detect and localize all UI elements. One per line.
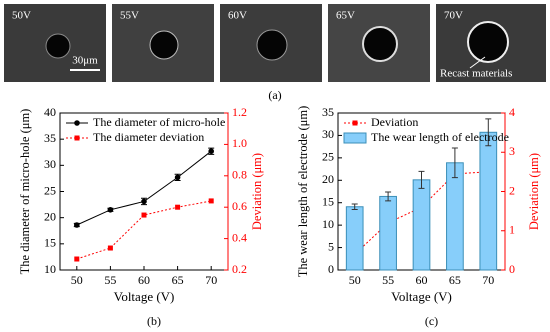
error-bar	[451, 147, 458, 179]
x-tick-label: 60	[416, 273, 428, 287]
bar	[379, 195, 397, 271]
y2-tick-label: 1	[509, 223, 515, 237]
hole	[467, 21, 509, 63]
x-tick-label: 50	[349, 273, 361, 287]
error-bar	[485, 118, 492, 147]
legend-marker	[352, 120, 358, 126]
y2-tick-label: 0.4	[232, 230, 247, 244]
image-label: 50V	[12, 10, 31, 22]
x-tick-label: 50	[71, 273, 83, 287]
hole	[149, 30, 179, 60]
error-bar	[73, 222, 80, 228]
x-axis-title: Voltage (V)	[391, 289, 452, 304]
legend-label: The diameter of micro-hole	[93, 115, 225, 129]
y-tick-label: 40	[44, 105, 56, 119]
image-label: 65V	[336, 10, 355, 22]
scale-bar-label: 30μm	[72, 55, 98, 67]
y-tick-label: 5	[328, 239, 334, 253]
x-tick-label: 55	[104, 273, 116, 287]
bar	[412, 179, 431, 271]
bar	[479, 131, 498, 271]
x-tick-label: 60	[138, 273, 150, 287]
legend-label: The wear length of electrode	[371, 130, 509, 144]
marker	[175, 204, 181, 210]
y-tick-label: 10	[44, 262, 56, 276]
y-axis-title: The wear length of electrode (μm)	[296, 106, 310, 278]
annotation-arrow	[469, 56, 486, 69]
bar	[446, 162, 464, 271]
y2-tick-label: 3	[509, 144, 515, 158]
legend-label: The diameter deviation	[93, 130, 204, 144]
annotation: Recast materials	[440, 68, 512, 80]
error-bar	[385, 191, 392, 202]
hole	[362, 26, 398, 62]
y-tick-label: 30	[44, 157, 56, 171]
y2-tick-label: 1.2	[232, 105, 247, 119]
x-tick-label: 70	[205, 273, 217, 287]
error-bar	[418, 170, 425, 189]
y-tick-label: 25	[44, 183, 56, 197]
x-tick-label: 65	[172, 273, 184, 287]
caption: (c)	[425, 314, 438, 328]
legend-marker	[74, 120, 80, 126]
y-tick-label: 10	[322, 217, 334, 231]
y2-tick-label: 1.0	[232, 136, 247, 150]
y-tick-label: 0	[328, 262, 334, 276]
y-tick-label: 35	[322, 105, 334, 119]
legend-marker	[74, 135, 80, 141]
y2-tick-label: 0	[509, 262, 515, 276]
line	[76, 200, 212, 260]
y2-tick-label: 2	[509, 183, 515, 197]
image-label: 55V	[120, 10, 139, 22]
error-bar	[174, 173, 181, 182]
marker	[107, 245, 113, 251]
x-tick-label: 65	[449, 273, 461, 287]
y-tick-label: 30	[322, 127, 334, 141]
y2-axis-title: Deviation (μm)	[527, 153, 541, 230]
y2-axis-title: Deviation (μm)	[250, 153, 264, 230]
y-tick-label: 15	[44, 236, 56, 250]
caption: (a)	[268, 88, 281, 102]
legend-swatch	[343, 132, 367, 144]
y-tick-label: 20	[322, 172, 334, 186]
y-tick-label: 20	[44, 209, 56, 223]
x-tick-label: 55	[382, 273, 394, 287]
y-tick-label: 35	[44, 131, 56, 145]
bar	[345, 206, 364, 271]
y2-tick-label: 4	[509, 105, 515, 119]
marker	[141, 212, 147, 218]
y2-tick-label: 0.2	[232, 262, 247, 276]
sem-panel: 50V 55V 60V 65V 70V 30μm Recast material…	[4, 4, 546, 102]
y2-tick-label: 0.6	[232, 199, 247, 213]
hole	[256, 29, 288, 61]
legend-label: Deviation	[371, 115, 418, 129]
caption: (b)	[147, 314, 161, 328]
y-axis-title: The diameter of micro-hole (μm)	[18, 109, 32, 275]
marker	[208, 198, 214, 204]
error-bar	[107, 207, 114, 212]
image-label: 60V	[228, 10, 247, 22]
error-bar	[351, 203, 358, 210]
image-label: 70V	[444, 10, 463, 22]
error-bar	[141, 197, 147, 206]
x-tick-label: 70	[482, 273, 494, 287]
y-tick-label: 15	[322, 194, 334, 208]
line	[354, 171, 489, 255]
y-tick-label: 25	[322, 150, 334, 164]
x-axis-title: Voltage (V)	[114, 289, 175, 304]
marker	[74, 256, 80, 262]
y2-tick-label: 0.8	[232, 168, 247, 182]
hole	[45, 33, 71, 59]
error-bar	[208, 147, 215, 155]
